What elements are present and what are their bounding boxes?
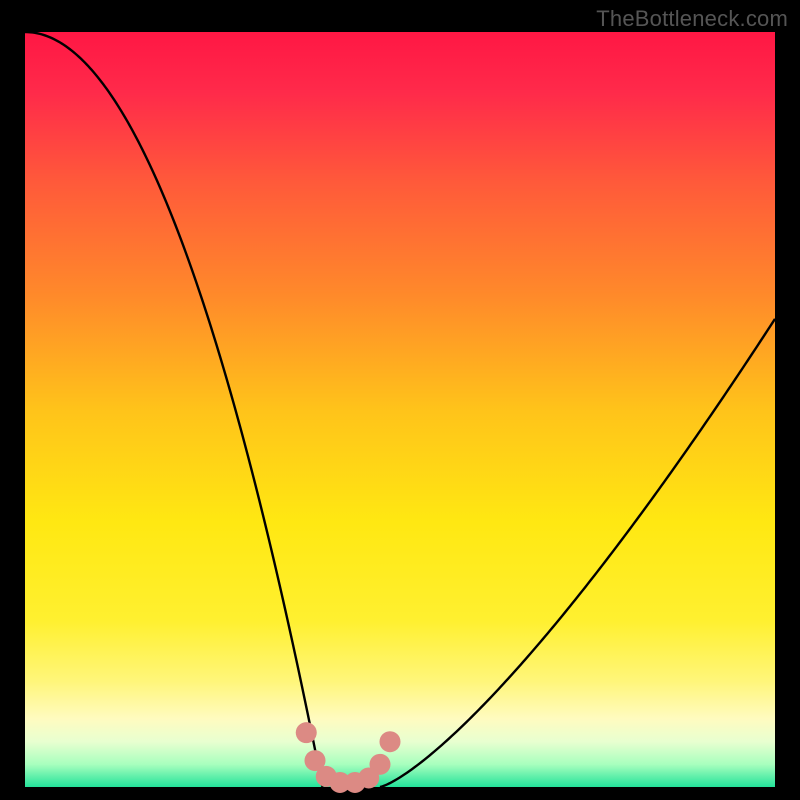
marker-dot xyxy=(370,754,391,775)
plot-background-gradient xyxy=(25,32,775,787)
marker-dot xyxy=(380,731,401,752)
marker-dot xyxy=(296,722,317,743)
watermark-text: TheBottleneck.com xyxy=(596,6,788,32)
bottleneck-curve-chart xyxy=(0,0,800,800)
